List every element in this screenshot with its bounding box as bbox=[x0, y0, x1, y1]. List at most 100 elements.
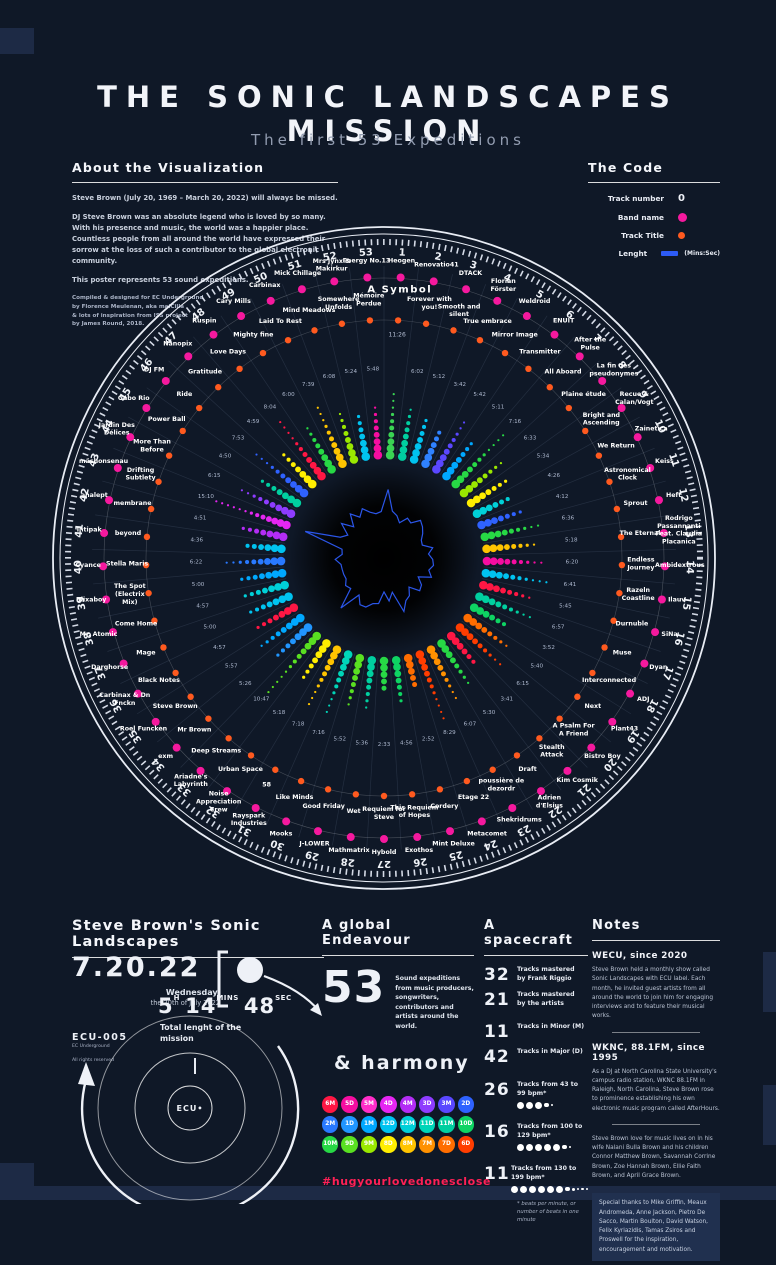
beat-dot bbox=[386, 444, 395, 453]
band-name: Intipak bbox=[77, 527, 103, 534]
track-dot bbox=[582, 427, 589, 435]
track-length: 7:18 bbox=[292, 721, 305, 727]
band-dot bbox=[172, 743, 181, 752]
beat-dot bbox=[518, 543, 523, 548]
band-dot bbox=[102, 595, 111, 604]
beat-dot bbox=[465, 484, 474, 493]
stat-label: Tracks in Major (D) bbox=[517, 1048, 583, 1056]
code-legend: The Code Track number 0 Band name Track Tit… bbox=[588, 160, 720, 267]
band-dot bbox=[100, 529, 109, 538]
beat-dot bbox=[435, 698, 438, 701]
track-dot bbox=[501, 349, 509, 357]
beat-dot bbox=[287, 495, 296, 504]
note-body: As a DJ at North Carolina State Universi… bbox=[592, 1068, 720, 1112]
band-name: Cyance bbox=[75, 562, 100, 569]
bpm-dot-icon bbox=[576, 1187, 579, 1191]
track-length: 4:51 bbox=[194, 515, 207, 521]
beat-dot bbox=[479, 580, 488, 590]
expedition-segment: 27 Hybold Requiem for Steve 2:33 bbox=[362, 656, 407, 869]
beat-dot bbox=[265, 640, 269, 644]
band-dot bbox=[151, 717, 160, 726]
stat-label: Tracks from 100 to 129 bpm* bbox=[517, 1122, 583, 1139]
track-title: Requiem for Steve bbox=[362, 806, 406, 821]
beat-dot bbox=[324, 664, 331, 671]
band-name: Carbinax bbox=[249, 282, 280, 289]
beat-dot bbox=[439, 454, 447, 462]
beat-dot bbox=[343, 430, 349, 436]
beat-dot bbox=[267, 618, 273, 624]
beat-dot bbox=[306, 456, 313, 463]
beat-dot bbox=[286, 457, 291, 462]
band-dot bbox=[660, 562, 669, 571]
beat-dot bbox=[447, 443, 453, 449]
beat-dot bbox=[424, 670, 430, 677]
track-title: Forever with you! bbox=[407, 296, 452, 311]
track-dot bbox=[147, 505, 155, 513]
beat-dot bbox=[409, 408, 412, 411]
beat-dot bbox=[300, 648, 307, 655]
track-number: 37 bbox=[93, 664, 108, 681]
band-dot bbox=[119, 659, 128, 668]
bpm-dot-icon bbox=[517, 1143, 524, 1151]
note-section: Special thanks to Mike Griffin, Meaux An… bbox=[592, 1193, 720, 1261]
beat-dot bbox=[497, 482, 502, 487]
legend-row: Band name bbox=[588, 213, 720, 222]
beat-dot bbox=[232, 506, 235, 509]
beat-dot bbox=[373, 406, 377, 409]
beat-dot bbox=[412, 682, 418, 688]
beat-dot bbox=[499, 461, 503, 465]
legend-row: Track Title bbox=[588, 231, 720, 240]
divider bbox=[612, 1031, 700, 1033]
bracket-icon bbox=[217, 950, 228, 1008]
bpm-dot-icon bbox=[517, 1101, 524, 1109]
track-length: 5:36 bbox=[355, 741, 368, 747]
track-number: 9 bbox=[636, 389, 649, 401]
track-dot bbox=[536, 735, 543, 742]
beat-dot bbox=[421, 424, 427, 430]
key-row: 10M 9D 9M 8D 8M 7M 7D 6D bbox=[322, 1135, 474, 1153]
bpm-dot-icon bbox=[526, 1101, 533, 1109]
track-length: 4:26 bbox=[547, 473, 560, 479]
track-number: 17 bbox=[659, 664, 674, 681]
track-length: 4:12 bbox=[556, 494, 569, 500]
band-name: Mint Deluxe bbox=[432, 841, 475, 848]
key-badge: 11D bbox=[418, 1115, 436, 1133]
track-number: 52 bbox=[322, 251, 338, 264]
beat-dot bbox=[274, 583, 282, 591]
beat-dot bbox=[477, 457, 482, 462]
beat-dot bbox=[241, 526, 245, 530]
beat-dot bbox=[516, 527, 521, 532]
beat-dot bbox=[303, 475, 312, 484]
beat-dot bbox=[517, 576, 522, 581]
key-badge: 7M bbox=[418, 1135, 436, 1153]
beat-dot bbox=[480, 532, 490, 542]
beat-dot bbox=[302, 452, 308, 458]
beat-dot bbox=[261, 622, 267, 627]
legend-label: Track number bbox=[607, 194, 664, 203]
track-length: 5:42 bbox=[473, 392, 486, 398]
beat-dot bbox=[283, 607, 292, 615]
beat-dot bbox=[265, 516, 272, 523]
beat-dot bbox=[545, 581, 548, 584]
beat-dot bbox=[426, 677, 432, 683]
track-title: Smooth and silent bbox=[438, 303, 481, 318]
beat-dot bbox=[482, 453, 486, 457]
key-row: 2M 1D 1M 12D 12M 11D 11M 10D bbox=[322, 1115, 474, 1133]
beat-dot bbox=[226, 504, 230, 507]
beat-dot bbox=[270, 557, 279, 566]
beat-dot bbox=[299, 628, 307, 636]
key-badge: 8M bbox=[399, 1135, 416, 1153]
beat-dot bbox=[528, 596, 531, 599]
beat-dot bbox=[282, 492, 289, 500]
beat-dot bbox=[316, 406, 319, 409]
track-length: 5:45 bbox=[559, 604, 572, 610]
beat-dot bbox=[357, 421, 362, 426]
beat-dot bbox=[491, 517, 498, 525]
